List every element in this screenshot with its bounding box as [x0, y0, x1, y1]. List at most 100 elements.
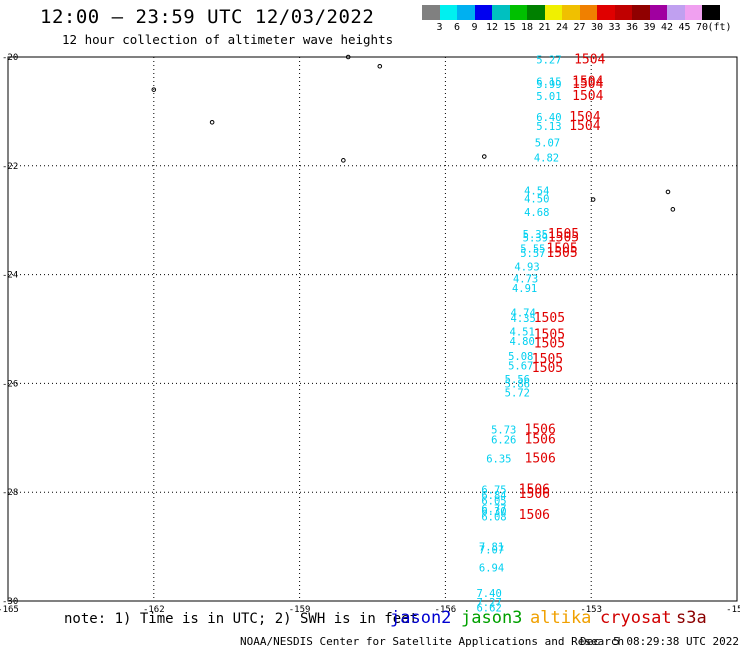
- colorbar-swatch: [632, 5, 650, 20]
- plot-frame: [7, 56, 738, 602]
- swh-labels-layer: 5.27 6.155.995.01 6.405.13 5.07 4.82 4.544.50…: [476, 55, 561, 615]
- time-label: 1506: [525, 423, 556, 438]
- y-tick-label: -28: [2, 488, 18, 498]
- swh-label: 6.94: [479, 562, 504, 574]
- time-label: 1506: [525, 451, 556, 466]
- swh-label: 5.01: [536, 91, 561, 103]
- colorbar-label: 45: [678, 22, 691, 33]
- y-tick-label: -26: [2, 379, 18, 389]
- swh-label: 5.57: [520, 248, 545, 260]
- swh-label: 5.73: [491, 425, 516, 437]
- x-tick-label: -165: [0, 605, 19, 615]
- chart-subtitle: 12 hour collection of altimeter wave hei…: [62, 32, 394, 47]
- island-marker: [341, 158, 346, 163]
- time-label: 1505: [532, 352, 563, 367]
- swh-label: 6.15: [536, 76, 561, 88]
- satellite-s3a: s3a: [676, 608, 707, 628]
- time-label: 1505: [548, 227, 579, 242]
- swh-label: 5.39: [523, 233, 548, 245]
- colorbar-swatch: [509, 5, 527, 20]
- colorbar-swatch: [439, 5, 457, 20]
- island-marker: [665, 189, 671, 195]
- swh-label: 4.68: [524, 207, 549, 219]
- colorbar-swatch: [702, 5, 720, 20]
- colorbar-label: 21: [538, 22, 551, 33]
- swh-label: 4.91: [512, 283, 537, 295]
- x-tick-label: -159: [289, 605, 311, 615]
- swh-label: 7.81: [479, 542, 504, 554]
- swh-label: 5.55: [520, 243, 545, 255]
- island-marker: [590, 197, 596, 202]
- time-labels-layer: 1504150415041504150415041505150515051505…: [519, 53, 606, 523]
- time-label: 1504: [572, 74, 603, 89]
- satellite-cryosat: cryosat: [600, 608, 672, 628]
- x-tick-label: -156: [435, 605, 457, 615]
- swh-label: 6.62: [476, 603, 501, 615]
- colorbar-label: 70: [695, 22, 709, 33]
- colorbar-label: (ft): [707, 22, 732, 33]
- swh-label: 4.74: [511, 308, 536, 320]
- colorbar-swatch: [422, 5, 440, 20]
- swh-label: 5.72: [505, 388, 530, 400]
- time-label: 1504: [572, 77, 603, 92]
- generated-timestamp: Dec 5 08:29:38 UTC 2022: [580, 635, 739, 648]
- colorbar-swatch: [562, 5, 580, 20]
- colorbar-label: 9: [471, 22, 478, 33]
- swh-label: 4.80: [510, 336, 535, 348]
- swh-label: 4.51: [510, 327, 535, 339]
- swh-label: 6.75: [481, 484, 506, 496]
- island-marker: [209, 119, 215, 125]
- swh-label: 6.05: [481, 495, 506, 507]
- time-label: 1505: [534, 327, 565, 342]
- island-marker: [345, 54, 351, 60]
- x-tick-label: -162: [143, 605, 165, 615]
- time-label: 1506: [519, 487, 550, 502]
- time-label: 1506: [525, 432, 556, 447]
- time-label: 1505: [548, 231, 579, 246]
- footnote: note: 1) Time is in UTC; 2) SWH is in fe…: [64, 611, 419, 627]
- swh-label: 4.50: [524, 193, 549, 205]
- swh-label: 5.67: [508, 360, 533, 372]
- colorbar-swatch: [667, 5, 685, 20]
- swh-label: 4.93: [514, 261, 539, 273]
- colorbar-swatch: [457, 5, 475, 20]
- time-label: 1504: [569, 110, 600, 125]
- colorbar-swatch: [474, 5, 492, 20]
- time-label: 1505: [546, 246, 577, 261]
- colorbar-swatch: [492, 5, 510, 20]
- colorbar-swatch: [544, 5, 562, 20]
- satellite-altika: altika: [530, 608, 592, 628]
- swh-label: 4.82: [534, 153, 559, 165]
- colorbar-label: 12: [485, 22, 499, 33]
- swh-label: 6.08: [481, 512, 506, 524]
- colorbar-label: 3: [436, 22, 443, 33]
- y-tick-label: -24: [2, 271, 18, 281]
- time-label: 1505: [534, 337, 565, 352]
- colorbar-swatch: [614, 5, 632, 20]
- swh-label: 5.99: [536, 79, 561, 91]
- swh-label: 5.35: [523, 229, 548, 241]
- swh-label: 6.26: [491, 434, 516, 446]
- colorbar-swatch: [597, 5, 615, 20]
- swh-label: 7.27: [476, 597, 501, 609]
- colorbar: [422, 5, 720, 20]
- x-tick-label: -153: [580, 605, 602, 615]
- swh-label: 5.86: [505, 378, 530, 390]
- colorbar-label: 36: [625, 22, 639, 33]
- colorbar-label: 33: [608, 22, 621, 33]
- swh-label: 7.07: [479, 544, 504, 556]
- satellite-jason3: jason3: [461, 608, 523, 628]
- x-tick-label: -150: [726, 605, 740, 615]
- time-label: 1505: [546, 241, 577, 256]
- island-marker: [151, 87, 157, 92]
- time-label: 1504: [569, 119, 600, 134]
- colorbar-swatch: [649, 5, 667, 20]
- time-label: 1506: [519, 508, 550, 523]
- time-label: 1504: [572, 89, 603, 104]
- colorbar-label: 24: [555, 22, 569, 33]
- swh-label: 6.77: [481, 504, 506, 516]
- swh-label: 6.84: [481, 490, 506, 502]
- swh-label: 6.35: [486, 453, 511, 465]
- time-label: 1506: [519, 482, 550, 497]
